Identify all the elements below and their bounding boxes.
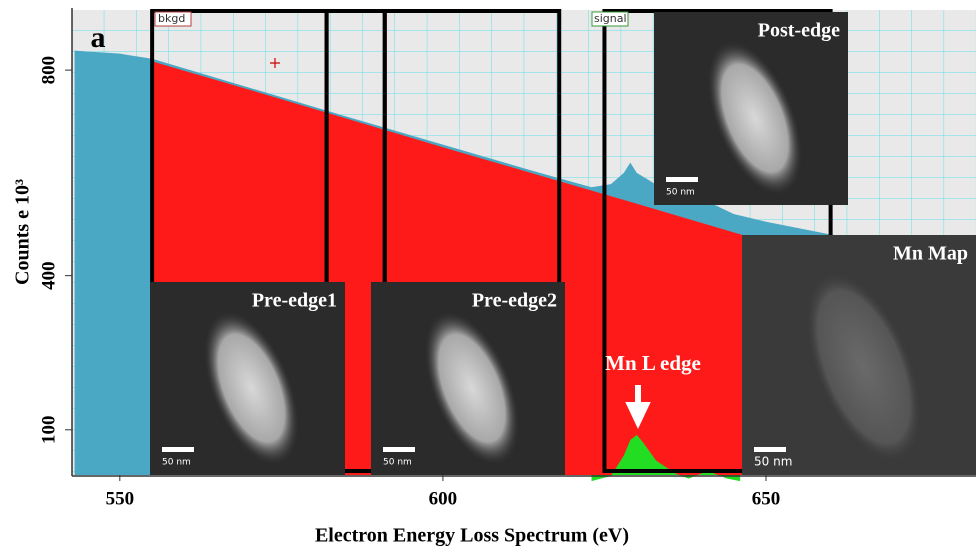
scale-bar xyxy=(666,177,698,182)
y-tick-label: 800 xyxy=(38,56,59,85)
inset-label: Mn Map xyxy=(893,243,968,265)
inset-label: Pre-edge1 xyxy=(252,290,337,312)
inset-image: Mn Map 50 nm xyxy=(742,235,976,475)
scale-bar-label: 50 nm xyxy=(754,455,792,469)
panel-label: a xyxy=(91,21,106,54)
particle xyxy=(707,41,802,195)
signal-tag xyxy=(591,11,629,27)
inset-image: Pre-edge2 50 nm xyxy=(371,282,565,475)
bkgd-tag-text: bkgd xyxy=(158,12,185,25)
x-tick-label: 600 xyxy=(429,488,458,509)
particle xyxy=(204,311,299,465)
particle xyxy=(424,311,519,465)
edge-arrow xyxy=(625,385,651,430)
scale-bar-label: 50 nm xyxy=(383,458,412,468)
y-tick-label: 400 xyxy=(38,261,59,290)
scale-bar-label: 50 nm xyxy=(162,458,191,468)
inset-label: Pre-edge2 xyxy=(472,290,557,312)
y-axis-label: Counts e 10³ xyxy=(12,179,34,285)
signal-tag-text: signal xyxy=(594,12,627,25)
inset-image: Post-edge 50 nm xyxy=(654,12,848,205)
cursor-marker xyxy=(270,58,280,68)
bkgd-tag xyxy=(154,11,192,27)
particle xyxy=(806,271,922,463)
x-axis-label: Electron Energy Loss Spectrum (eV) xyxy=(315,525,629,547)
scale-bar xyxy=(162,447,194,452)
x-tick-label: 550 xyxy=(106,488,135,509)
x-tick-label: 650 xyxy=(752,488,781,509)
inset-image: Pre-edge1 50 nm xyxy=(150,282,345,475)
scale-bar xyxy=(754,447,786,452)
scale-bar-label: 50 nm xyxy=(666,188,695,198)
scale-bar xyxy=(383,447,415,452)
y-tick-label: 100 xyxy=(38,416,59,445)
edge-annotation: Mn L edge xyxy=(605,351,701,375)
inset-label: Post-edge xyxy=(758,20,840,42)
